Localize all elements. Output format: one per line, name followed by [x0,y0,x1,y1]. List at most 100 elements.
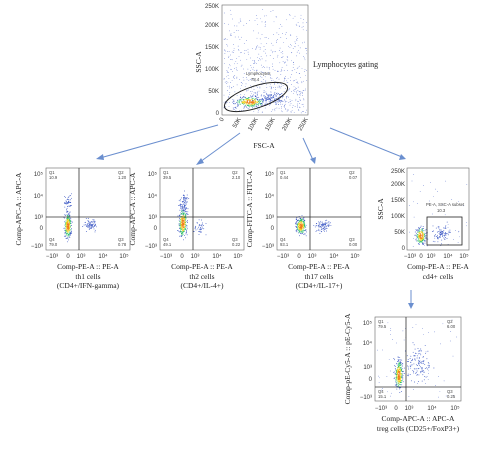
scatter-dot [261,104,263,106]
scatter-dot [299,218,301,220]
scatter-dot [296,222,298,224]
scatter-dot [306,80,308,82]
scatter-dot [240,65,242,67]
scatter-dot [236,25,238,27]
scatter-dot [259,38,261,40]
scatter-dot [65,200,67,202]
scatter-dot [193,231,195,232]
scatter-dot [69,219,70,220]
scatter-dot [281,103,283,105]
scatter-dot [272,58,274,59]
scatter-dot [273,96,275,98]
scatter-dot [416,203,418,204]
scatter-dot [428,332,429,334]
scatter-dot [68,234,70,236]
scatter-dot [422,374,424,376]
scatter-dot [406,355,408,357]
scatter-dot [260,75,261,77]
scatter-dot [303,56,304,57]
scatter-dot [281,57,282,58]
scatter-dot [424,376,426,377]
scatter-dot [278,28,280,30]
th2-q3-name: Q3 [232,237,238,242]
scatter-dot [305,231,307,233]
scatter-dot [289,98,291,100]
scatter-dot [328,225,330,227]
scatter-dot [225,106,227,107]
scatter-dot [316,230,318,232]
scatter-dot [302,26,304,28]
scatter-dot [278,100,280,101]
scatter-dot [184,206,186,208]
scatter-dot [274,108,276,110]
scatter-dot [281,70,283,71]
scatter-dot [261,103,263,104]
scatter-dot [182,203,184,205]
scatter-dot [428,373,429,374]
scatter-dot [398,367,400,369]
scatter-dot [252,60,254,61]
scatter-dot [252,100,253,102]
scatter-dot [415,368,417,370]
scatter-dot [295,225,297,227]
scatter-dot [66,226,68,228]
scatter-dot [410,366,412,368]
scatter-dot [395,377,397,379]
scatter-dot [417,237,419,239]
scatter-dot [282,33,283,34]
scatter-dot [399,368,401,370]
scatter-dot [240,20,241,22]
scatter-dot [394,373,396,375]
scatter-dot [64,206,66,208]
scatter-dot [94,226,96,228]
scatter-dot [198,225,200,227]
scatter-dot [299,230,301,231]
scatter-dot [278,94,280,95]
th17-q1-value: 0.44 [280,175,289,180]
scatter-dot [423,229,425,231]
scatter-dot [400,362,402,364]
scatter-dot [289,14,291,16]
scatter-dot [238,49,239,50]
scatter-dot [236,30,238,32]
scatter-dot [298,226,300,228]
scatter-dot [319,222,321,224]
scatter-dot [442,233,444,235]
scatter-dot [68,196,70,198]
scatter-dot [196,222,198,223]
scatter-dot [397,385,399,387]
scatter-dot [268,73,269,75]
scatter-dot [298,223,300,225]
scatter-dot [386,376,388,377]
scatter-dot [403,339,405,341]
scatter-dot [257,98,259,100]
scatter-dot [224,81,226,83]
scatter-dot [438,396,439,398]
scatter-dot [243,100,245,102]
scatter-dot [87,218,89,219]
scatter-dot [297,81,298,83]
scatter-dot [289,104,291,106]
scatter-dot [186,221,188,223]
scatter-dot [235,107,236,108]
scatter-dot [422,237,424,239]
scatter-dot [409,374,411,376]
arrow-to-th2 [199,132,241,163]
scatter-dot [396,371,397,373]
scatter-dot [399,367,401,369]
scatter-dot [236,68,237,70]
scatter-dot [395,379,397,381]
scatter-dot [275,89,277,90]
scatter-dot [237,100,239,102]
scatter-dot [301,26,303,28]
scatter-dot [177,230,179,232]
scatter-dot [184,227,186,229]
scatter-dot [248,80,250,82]
scatter-dot [235,66,237,68]
scatter-dot [438,236,440,238]
scatter-dot [291,60,292,62]
scatter-dot [91,225,93,227]
scatter-dot [315,230,317,232]
scatter-dot [414,368,416,370]
scatter-dot [328,223,330,225]
